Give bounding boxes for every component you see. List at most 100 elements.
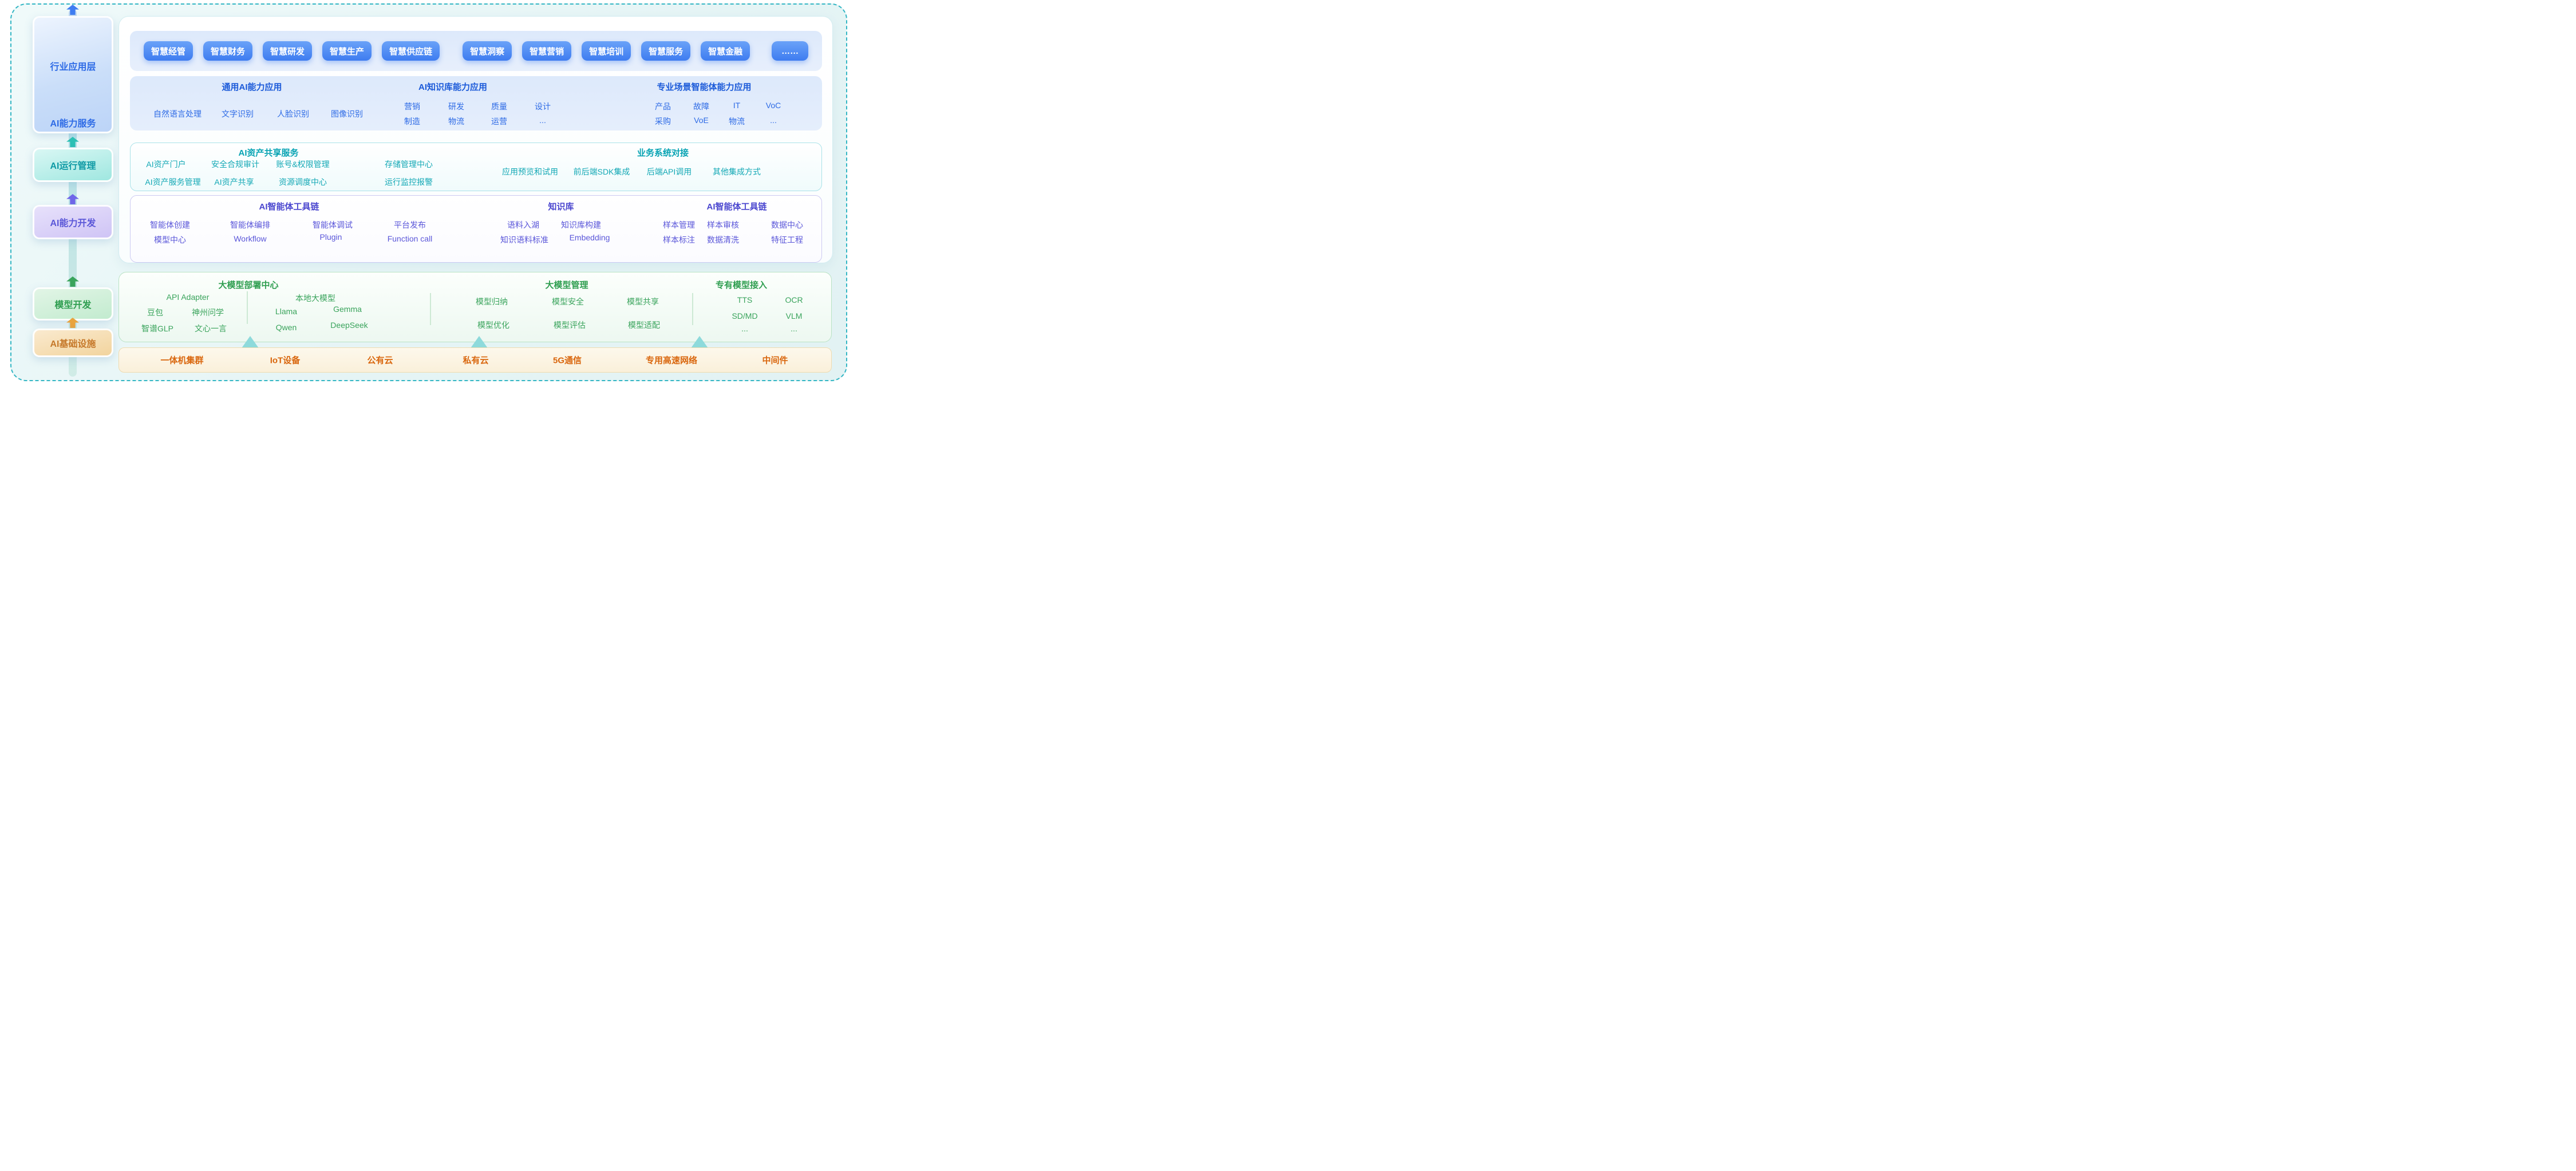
capability-item: 故障 <box>693 102 709 111</box>
industry-app-pill: 智慧营销 <box>522 41 572 61</box>
subsection-title: 本地大模型 <box>295 294 335 303</box>
capability-item: ... <box>539 116 546 125</box>
integration-item: 应用预览和试用 <box>502 167 558 176</box>
capability-item: 质量 <box>491 102 507 111</box>
model-item: 模型评估 <box>554 321 586 330</box>
model-item: OCR <box>785 295 803 304</box>
knowledge-item: 知识语料标准 <box>500 235 548 244</box>
capability-item: ... <box>770 116 777 125</box>
sidebar-label: AI基础设施 <box>50 339 96 349</box>
capability-item: 采购 <box>655 117 671 126</box>
section-title: 业务系统对接 <box>637 148 689 158</box>
model-item: 模型适配 <box>628 321 660 330</box>
integration-item: 其他集成方式 <box>713 167 761 176</box>
agent-toolchain-panel <box>130 195 822 263</box>
industry-app-pill-more: …… <box>772 41 809 61</box>
section-title: AI智能体工具链 <box>706 202 767 212</box>
data-item: 特征工程 <box>771 235 803 244</box>
model-item: 豆包 <box>147 308 163 317</box>
capability-item: 产品 <box>655 102 671 111</box>
integration-item: 前后端SDK集成 <box>573 167 630 176</box>
toolchain-item: 智能体编排 <box>230 220 270 230</box>
capability-item: 物流 <box>729 117 745 126</box>
sidebar-label: 模型开发 <box>54 300 92 310</box>
model-item: DeepSeek <box>330 321 368 330</box>
model-panel <box>118 272 832 342</box>
section-title: 专业场景智能体能力应用 <box>657 82 752 92</box>
sidebar-label: AI能力开发 <box>50 219 96 228</box>
model-item: Gemma <box>333 304 362 314</box>
capability-item: 图像识别 <box>331 109 363 118</box>
section-title: 知识库 <box>548 202 574 212</box>
asset-item: 账号&权限管理 <box>276 160 330 169</box>
section-title: 大模型部署中心 <box>218 280 279 290</box>
model-item: TTS <box>737 295 753 304</box>
toolchain-item: 模型中心 <box>154 235 186 244</box>
knowledge-item: 语料入湖 <box>507 220 539 230</box>
capability-item: 营销 <box>404 102 420 111</box>
model-item: 智谱GLP <box>141 324 174 333</box>
data-item: 样本管理 <box>663 220 695 230</box>
divider <box>430 293 431 325</box>
asset-share-panel <box>130 143 822 191</box>
model-item: 模型归纳 <box>476 297 508 306</box>
model-item: 模型安全 <box>552 297 584 306</box>
integration-item: 后端API调用 <box>646 167 692 176</box>
infra-item: 公有云 <box>367 355 393 366</box>
model-item: Llama <box>275 307 298 316</box>
model-item: 文心一言 <box>195 324 227 333</box>
knowledge-item: Embedding <box>569 233 610 242</box>
sidebar-label: 行业应用层 <box>50 62 96 72</box>
asset-item: AI资产共享 <box>214 177 254 187</box>
subsection-title: API Adapter <box>166 292 210 302</box>
capability-item: VoC <box>765 101 781 110</box>
sidebar-label: AI运行管理 <box>50 161 96 171</box>
model-item: Qwen <box>275 323 297 332</box>
capability-item: 自然语言处理 <box>153 109 202 118</box>
section-title: 通用AI能力应用 <box>222 82 282 92</box>
ai-platform-architecture-diagram: 行业应用层 AI能力服务 AI运行管理 AI能力开发 模型开发 AI基础设施 智… <box>0 0 859 390</box>
industry-app-pill: 智慧洞察 <box>463 41 512 61</box>
toolchain-item: Plugin <box>319 232 342 242</box>
capability-item: 制造 <box>404 117 420 126</box>
knowledge-item: 知识库构建 <box>561 220 601 230</box>
industry-app-pill: 智慧供应链 <box>382 41 440 61</box>
asset-item: 存储管理中心 <box>385 160 433 169</box>
capability-item: IT <box>733 101 741 110</box>
infra-item: 5G通信 <box>552 355 582 366</box>
infra-item: 中间件 <box>762 355 788 366</box>
sidebar-layer-ai-operation: AI运行管理 <box>33 148 113 182</box>
ai-capability-panel <box>130 76 822 130</box>
sidebar-layer-model-development: 模型开发 <box>33 287 113 321</box>
model-item: SD/MD <box>732 311 758 321</box>
asset-item: AI资产服务管理 <box>145 177 201 187</box>
industry-app-pill: 智慧财务 <box>203 41 253 61</box>
capability-item: 设计 <box>535 102 551 111</box>
sidebar-layer-ai-development: AI能力开发 <box>33 205 113 239</box>
toolchain-item: 平台发布 <box>394 220 426 230</box>
infrastructure-bar: 一体机集群 IoT设备 公有云 私有云 5G通信 专用高速网络 中间件 <box>118 347 832 373</box>
sidebar-layer-ai-infrastructure: AI基础设施 <box>33 329 113 357</box>
toolchain-item: 智能体创建 <box>150 220 190 230</box>
sidebar-label: AI能力服务 <box>50 119 96 129</box>
section-title: AI知识库能力应用 <box>418 82 488 92</box>
industry-app-pill: 智慧研发 <box>263 41 313 61</box>
model-item: 神州问学 <box>192 308 224 317</box>
toolchain-item: Function call <box>387 234 433 243</box>
asset-item: AI资产门户 <box>146 160 186 169</box>
infra-item: IoT设备 <box>270 355 301 366</box>
model-item: VLM <box>785 311 803 321</box>
toolchain-item: 智能体调试 <box>313 220 353 230</box>
asset-item: 安全合规审计 <box>211 160 259 169</box>
industry-app-pill: 智慧金融 <box>701 41 750 61</box>
capability-item: VoE <box>694 116 709 125</box>
model-item: 模型共享 <box>627 297 659 306</box>
data-item: 数据中心 <box>771 220 803 230</box>
sidebar-layer-industry-apps: 行业应用层 AI能力服务 <box>33 16 113 133</box>
asset-item: 运行监控报警 <box>385 177 433 187</box>
industry-app-pill: 智慧培训 <box>582 41 631 61</box>
section-title: 大模型管理 <box>545 280 588 290</box>
industry-app-pill: 智慧服务 <box>641 41 691 61</box>
section-title: AI资产共享服务 <box>238 148 299 158</box>
capability-item: 人脸识别 <box>277 109 309 118</box>
